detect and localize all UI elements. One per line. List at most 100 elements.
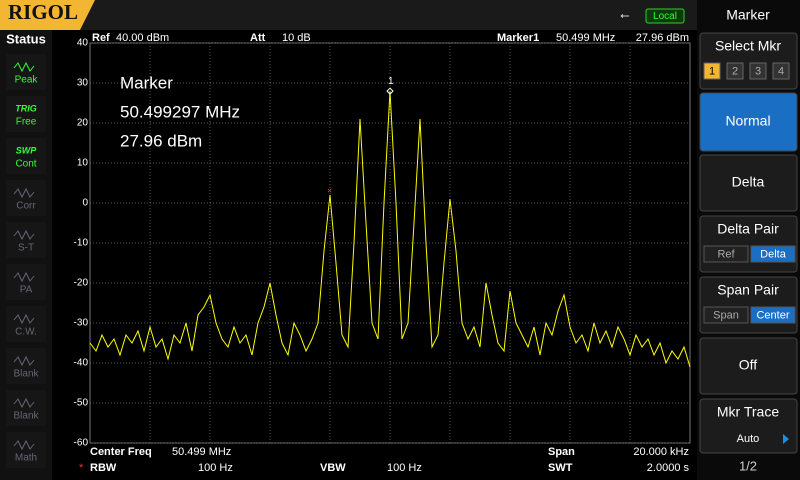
y-tick-label: 20	[77, 118, 89, 129]
y-tick-label: -40	[74, 358, 89, 369]
swt-label: SWT	[548, 462, 573, 474]
menu-button[interactable]	[699, 398, 798, 454]
span-value: 20.000 kHz	[633, 446, 689, 458]
marker-label: Marker1	[497, 32, 539, 44]
center-value: 50.499 MHz	[172, 446, 231, 458]
menu-button-label: Mkr Trace	[717, 404, 779, 420]
y-tick-label: 40	[77, 38, 89, 49]
status-item	[6, 54, 46, 90]
option-box[interactable]	[703, 245, 749, 263]
status-icon	[13, 229, 35, 241]
display	[52, 30, 697, 480]
y-tick-label: -60	[74, 438, 89, 449]
y-tick-label: -20	[74, 278, 89, 289]
marker-diamond	[386, 87, 394, 95]
menu-button[interactable]	[699, 92, 798, 152]
vbw-value: 100 Hz	[387, 462, 422, 474]
att-value: 10 dB	[282, 32, 311, 44]
mkr-select-label: 4	[778, 65, 784, 77]
status-label: Math	[15, 453, 37, 464]
status-item	[6, 138, 46, 174]
status-tag: TRIG	[15, 103, 37, 113]
att-label: Att	[250, 32, 266, 44]
mkr-select-label: 2	[732, 65, 738, 77]
mkr-select[interactable]	[703, 62, 721, 80]
status-icon	[13, 313, 35, 325]
option-box[interactable]	[750, 306, 796, 324]
top-bar	[0, 0, 697, 30]
ref-value: 40.00 dBm	[116, 32, 169, 44]
status-label: Free	[16, 117, 37, 128]
status-label: S-T	[18, 243, 34, 254]
center-label: Center Freq	[90, 446, 152, 458]
option-box[interactable]	[703, 306, 749, 324]
option-label: Delta	[760, 248, 787, 260]
status-item	[6, 306, 46, 342]
mkr-select[interactable]	[726, 62, 744, 80]
span-label: Span	[548, 446, 575, 458]
status-item	[6, 264, 46, 300]
menu-button-label: Normal	[725, 113, 770, 129]
mkr-select-label: 3	[755, 65, 761, 77]
status-label: PA	[20, 285, 33, 296]
menu-button-label: Off	[739, 357, 758, 373]
option-arrow	[783, 434, 789, 444]
red-marker: ×	[327, 185, 332, 195]
brand-badge	[0, 0, 95, 30]
y-tick-label: 30	[77, 78, 89, 89]
status-tag: SWP	[16, 145, 37, 155]
status-item	[6, 96, 46, 132]
ref-label: Ref	[92, 32, 110, 44]
status-label: Peak	[15, 75, 39, 86]
y-tick-label: -30	[74, 318, 89, 329]
option-label: Span	[713, 309, 739, 321]
rbw-value: 100 Hz	[198, 462, 233, 474]
status-label: C.W.	[15, 327, 37, 338]
option-label: Ref	[717, 248, 735, 260]
status-icon	[13, 397, 35, 409]
menu-button-label: Delta	[732, 174, 765, 190]
menu-button-label: Select Mkr	[715, 38, 781, 54]
mkr-select[interactable]	[772, 62, 790, 80]
status-label: Corr	[16, 201, 36, 212]
status-item	[6, 180, 46, 216]
trace	[89, 91, 691, 368]
y-tick-label: 0	[82, 198, 88, 209]
option-box[interactable]	[750, 245, 796, 263]
marker-annotation: 50.499297 MHz	[120, 102, 240, 121]
status-item	[6, 432, 46, 468]
mkr-select-label: 1	[709, 65, 715, 77]
status-label: Cont	[15, 159, 36, 170]
marker-amp: 27.96 dBm	[636, 32, 689, 44]
marker-annotation: Marker	[120, 73, 173, 92]
swt-value: 2.0000 s	[647, 462, 690, 474]
mode: Local	[653, 11, 677, 22]
status-icon	[13, 271, 35, 283]
y-tick-label: 10	[77, 158, 89, 169]
y-tick-label: -50	[74, 398, 89, 409]
mkr-select[interactable]	[749, 62, 767, 80]
rbw-star: *	[79, 462, 84, 474]
status-item	[6, 348, 46, 384]
status-icon	[13, 61, 35, 73]
status-item	[6, 390, 46, 426]
status-label: Blank	[13, 369, 39, 380]
marker-annotation: 27.96 dBm	[120, 131, 202, 150]
status-label: Blank	[13, 411, 39, 422]
menu-button-label: Span Pair	[717, 282, 779, 298]
status-icon	[13, 187, 35, 199]
vbw-label: VBW	[320, 462, 346, 474]
brand: RIGOL	[8, 0, 78, 24]
status-item	[6, 222, 46, 258]
status-title: Status	[6, 31, 46, 46]
y-tick-label: -10	[74, 238, 89, 249]
local-badge	[645, 8, 685, 24]
status-icon	[13, 439, 35, 451]
menu-button[interactable]	[699, 337, 798, 395]
marker-freq: 50.499 MHz	[556, 32, 615, 44]
menu-title: Marker	[726, 7, 770, 23]
rbw-label: RBW	[90, 462, 117, 474]
menu-button[interactable]	[699, 154, 798, 212]
